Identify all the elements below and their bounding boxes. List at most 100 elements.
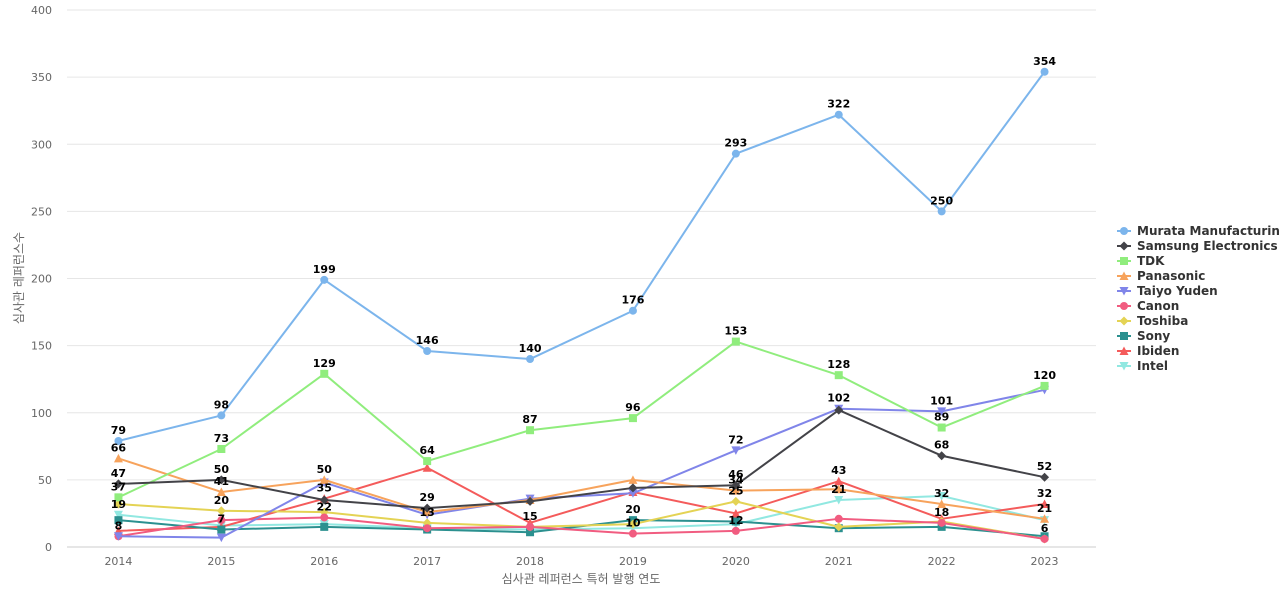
data-point-murata-manufacturing — [1040, 67, 1049, 76]
data-label-murata-manufacturing: 98 — [214, 398, 229, 411]
data-point-samsung-electronics — [422, 503, 432, 513]
data-label-taiyo-yuden: 101 — [930, 394, 953, 407]
data-label-panasonic: 32 — [934, 487, 949, 500]
x-tick-label: 2021 — [825, 555, 853, 568]
legend-item-murata-manufacturing[interactable]: Murata Manufacturing — [1117, 224, 1280, 238]
x-tick-label: 2014 — [104, 555, 132, 568]
data-label-panasonic: 41 — [214, 475, 229, 488]
data-label-canon: 10 — [625, 517, 641, 530]
grid-lines — [67, 9, 1096, 548]
data-label-canon: 15 — [522, 510, 537, 523]
data-label-panasonic: 66 — [111, 441, 127, 454]
data-point-samsung-electronics — [628, 483, 638, 493]
series-line-canon — [118, 516, 1045, 540]
data-point-ibiden — [422, 463, 432, 472]
data-label-taiyo-yuden: 72 — [728, 433, 743, 446]
legend-label: Canon — [1137, 299, 1179, 313]
data-label-ibiden: 32 — [1037, 487, 1052, 500]
legend-item-samsung-electronics[interactable]: Samsung Electronics — [1117, 239, 1278, 253]
data-point-murata-manufacturing — [320, 275, 329, 284]
legend-item-sony[interactable]: Sony — [1117, 329, 1170, 343]
legend-item-intel[interactable]: Intel — [1117, 359, 1168, 373]
series-samsung-electronics — [113, 405, 1050, 513]
legend-item-toshiba[interactable]: Toshiba — [1117, 314, 1188, 328]
data-point-panasonic — [628, 475, 638, 484]
data-point-samsung-electronics — [525, 496, 535, 506]
legend-label: TDK — [1137, 254, 1165, 268]
series-line-panasonic — [118, 457, 1045, 520]
legend-marker — [1119, 287, 1129, 296]
data-point-tdk — [731, 337, 740, 346]
data-point-samsung-electronics — [731, 480, 741, 490]
data-point-taiyo-yuden — [731, 446, 741, 455]
y-tick-label: 0 — [45, 541, 52, 554]
data-label-tdk: 129 — [313, 357, 336, 370]
data-point-sony — [937, 522, 946, 531]
data-point-samsung-electronics — [1040, 472, 1050, 482]
y-tick-label: 300 — [31, 138, 52, 151]
legend-marker — [1120, 227, 1128, 235]
data-point-intel — [113, 510, 123, 520]
data-label-tdk: 89 — [934, 411, 949, 424]
data-point-taiyo-yuden — [628, 489, 638, 498]
data-point-murata-manufacturing — [526, 355, 535, 364]
x-tick-label: 2017 — [413, 555, 441, 568]
y-tick-label: 200 — [31, 273, 52, 286]
data-label-tdk: 73 — [214, 432, 229, 445]
series-canon — [114, 513, 1049, 543]
y-tick-label: 400 — [31, 4, 52, 17]
data-label-intel: 21 — [831, 483, 846, 496]
series-murata-manufacturing — [114, 67, 1049, 445]
data-point-toshiba — [834, 522, 844, 532]
x-tick-label: 2015 — [207, 555, 235, 568]
y-axis-ticks: 0 50 100 150 200 250 300 350 400 — [31, 4, 52, 554]
data-label-sony: 20 — [625, 503, 641, 516]
data-point-intel — [937, 491, 947, 501]
data-point-samsung-electronics — [937, 451, 947, 461]
data-label-canon: 12 — [728, 514, 743, 527]
legend-item-taiyo-yuden[interactable]: Taiyo Yuden — [1117, 284, 1218, 298]
legend-item-tdk[interactable]: TDK — [1117, 254, 1165, 268]
data-point-tdk — [1040, 381, 1049, 390]
data-label-samsung-electronics: 52 — [1037, 460, 1052, 473]
data-point-panasonic — [937, 499, 947, 509]
data-point-taiyo-yuden — [216, 533, 226, 543]
data-point-sony — [526, 528, 535, 537]
data-point-panasonic — [319, 475, 329, 484]
legend-item-canon[interactable]: Canon — [1117, 299, 1179, 313]
data-point-samsung-electronics — [834, 405, 844, 415]
legend-item-ibiden[interactable]: Ibiden — [1117, 344, 1179, 358]
data-point-toshiba — [731, 496, 741, 506]
legend-item-panasonic[interactable]: Panasonic — [1117, 269, 1205, 283]
data-label-tdk: 64 — [419, 444, 435, 457]
data-label-murata-manufacturing: 140 — [519, 342, 542, 355]
data-point-murata-manufacturing — [217, 411, 226, 420]
legend-marker — [1119, 346, 1129, 355]
data-point-canon — [320, 513, 329, 522]
data-point-canon — [937, 518, 946, 527]
data-point-panasonic — [834, 484, 844, 494]
series-panasonic — [113, 453, 1050, 523]
data-point-canon — [731, 526, 740, 535]
data-point-tdk — [423, 457, 432, 466]
data-point-samsung-electronics — [216, 475, 226, 485]
legend-label: Toshiba — [1137, 314, 1188, 328]
y-tick-label: 150 — [31, 340, 52, 353]
legend-marker — [1120, 257, 1128, 265]
data-point-sony — [320, 522, 329, 531]
series-lines — [113, 67, 1050, 544]
data-label-tdk: 128 — [827, 358, 850, 371]
data-point-panasonic — [113, 453, 123, 463]
x-axis-ticks: 2014 2015 2016 2017 2018 2019 2020 2021 2022 2023 — [104, 555, 1058, 568]
x-axis-title: 심사관 레퍼런스 특허 발행 연도 — [502, 571, 661, 586]
data-point-tdk — [114, 493, 123, 502]
legend-label: Panasonic — [1137, 269, 1205, 283]
data-point-ibiden — [1040, 499, 1050, 509]
data-label-samsung-electronics: 68 — [934, 439, 949, 452]
data-label-samsung-electronics: 29 — [419, 491, 434, 504]
data-point-murata-manufacturing — [423, 346, 432, 355]
data-point-murata-manufacturing — [114, 436, 123, 445]
